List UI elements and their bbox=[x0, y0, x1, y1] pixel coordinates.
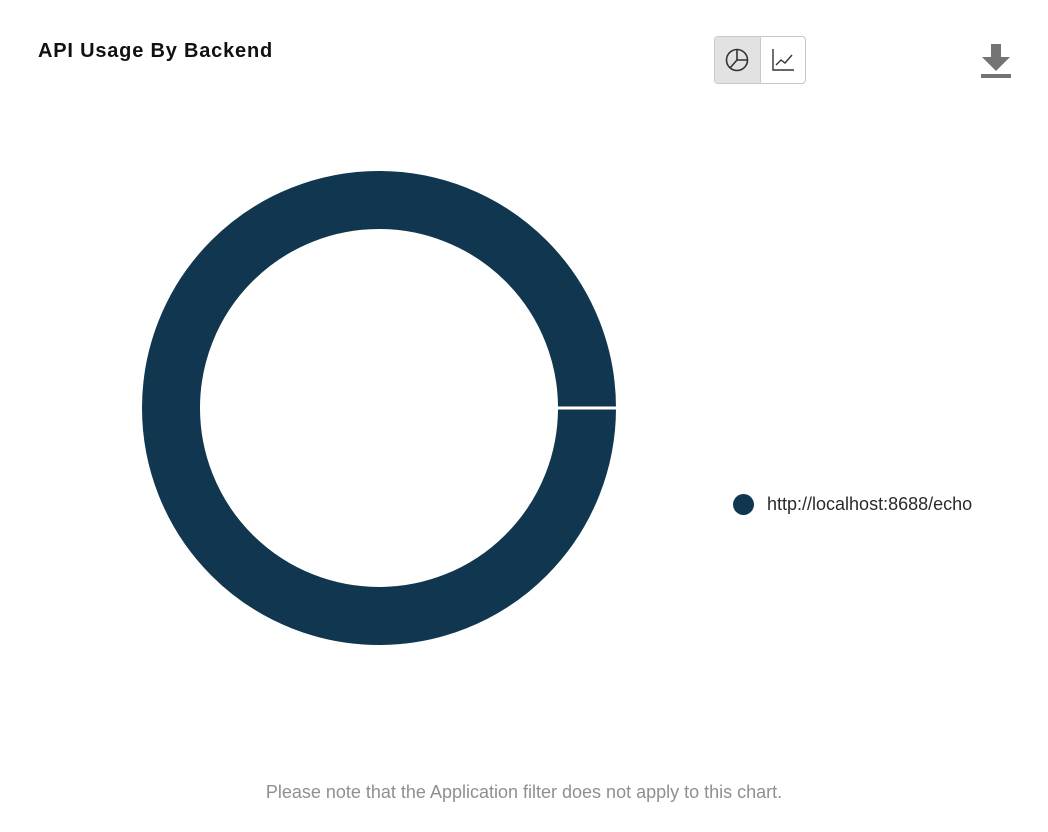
widget-title: API Usage By Backend bbox=[38, 40, 273, 62]
download-icon bbox=[981, 44, 1011, 78]
pie-view-button[interactable] bbox=[715, 37, 760, 83]
legend-swatch bbox=[733, 494, 754, 515]
chart-view-toggle bbox=[714, 36, 806, 84]
chart-legend: http://localhost:8688/echo bbox=[733, 494, 972, 515]
filter-note: Please note that the Application filter … bbox=[265, 782, 783, 802]
line-chart-icon bbox=[772, 49, 794, 71]
pie-chart-icon bbox=[725, 48, 749, 72]
donut-slice[interactable] bbox=[142, 171, 616, 645]
download-button[interactable] bbox=[980, 42, 1012, 80]
legend-label[interactable]: http://localhost:8688/echo bbox=[767, 494, 973, 514]
donut-chart bbox=[142, 171, 617, 645]
backend-usage-chart: http://localhost:8688/echo bbox=[0, 100, 1048, 760]
line-view-button[interactable] bbox=[759, 37, 806, 83]
